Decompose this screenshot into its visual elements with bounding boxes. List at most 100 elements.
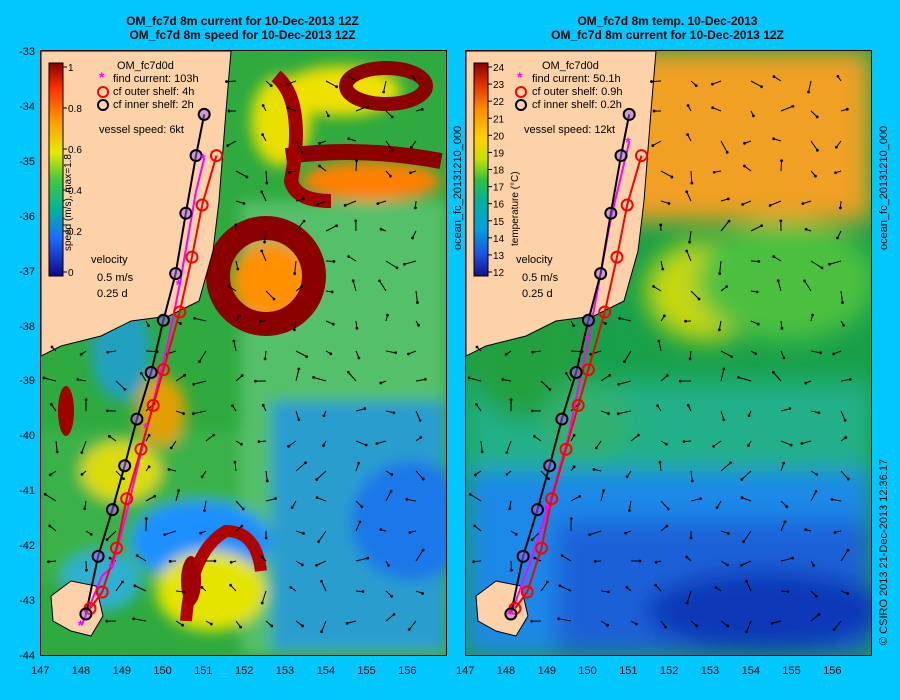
velocity-arrow-head: [332, 259, 336, 263]
left-legend-inner: cf inner shelf: 2h: [113, 99, 194, 111]
velocity-arrow-head: [578, 494, 582, 498]
velocity-arrow: [228, 286, 237, 292]
velocity-arrow: [347, 371, 357, 382]
velocity-arrow: [164, 530, 177, 536]
right-x-tick: 150: [578, 665, 597, 677]
outer-shelf-waypoint: [185, 250, 199, 264]
velocity-arrow-head: [76, 378, 80, 381]
velocity-arrow: [540, 380, 551, 390]
right-map-panel[interactable]: * * * * 24 23 22 21 20 19 18 17 16 15 14 13 12 temperat…: [465, 50, 872, 656]
velocity-arrow: [235, 170, 248, 178]
velocity-arrow: [385, 110, 393, 118]
velocity-arrow-head: [229, 560, 233, 564]
velocity-arrow-head: [623, 360, 626, 363]
velocity-arrow-head: [147, 324, 150, 328]
velocity-arrow-head: [505, 451, 509, 454]
velocity-arrow: [115, 581, 123, 592]
velocity-arrow-head: [240, 442, 243, 446]
right-velocity-title: velocity: [516, 254, 553, 266]
velocity-arrow: [295, 410, 300, 420]
velocity-arrow-head: [547, 477, 550, 481]
velocity-arrow-head: [558, 584, 562, 588]
inner-shelf-waypoint: [197, 107, 211, 121]
right-x-tick: 149: [537, 665, 556, 677]
velocity-arrow-head: [358, 520, 362, 524]
inner-shelf-marker-right: [515, 99, 527, 111]
velocity-arrow-head: [593, 559, 597, 563]
velocity-arrow-head: [261, 133, 264, 137]
velocity-arrow-head: [694, 84, 698, 88]
velocity-arrow: [227, 140, 237, 147]
velocity-arrow-head: [375, 442, 379, 445]
inner-shelf-waypoint: [91, 549, 105, 563]
right-legend-inner: cf inner shelf: 0.2h: [532, 99, 622, 111]
inner-shelf-waypoint: [79, 607, 93, 621]
velocity-arrow-head: [625, 585, 629, 589]
velocity-arrow-head: [815, 594, 818, 598]
velocity-arrow: [769, 200, 782, 206]
velocity-arrow-head: [198, 360, 201, 363]
velocity-arrow-head: [592, 467, 596, 471]
velocity-arrow-head: [135, 554, 139, 558]
y-tick: -34: [19, 100, 35, 113]
velocity-arrow-head: [474, 402, 478, 406]
velocity-arrow-head: [132, 617, 136, 621]
velocity-arrow: [810, 110, 818, 118]
velocity-arrow-head: [745, 579, 748, 583]
southern-eddy-core: [181, 556, 201, 606]
velocity-arrow-head: [472, 560, 475, 564]
velocity-arrow-head: [711, 82, 714, 86]
velocity-arrow-head: [209, 622, 213, 626]
velocity-arrow-head: [686, 403, 690, 407]
left-map-panel[interactable]: * * * * * 1 0.8 0.6 0.4 0.2 0 speed (m/s), max=1.…: [40, 50, 447, 656]
velocity-arrow-head: [105, 538, 109, 541]
velocity-arrow-head: [504, 352, 508, 356]
velocity-arrow: [385, 491, 392, 502]
velocity-arrow: [720, 410, 725, 420]
velocity-arrow-head: [532, 434, 536, 438]
velocity-arrow-head: [357, 461, 361, 465]
velocity-arrow-head: [817, 411, 821, 415]
find-current-waypoint: *: [143, 419, 149, 435]
right-x-tick: 154: [741, 665, 760, 677]
velocity-arrow-head: [300, 563, 304, 567]
velocity-arrow-head: [624, 531, 628, 535]
velocity-arrow-head: [269, 84, 273, 88]
velocity-arrow-head: [505, 472, 509, 476]
velocity-arrow: [810, 614, 820, 622]
find-current-marker: *: [99, 69, 105, 85]
left-map-svg: * * * * * 1 0.8 0.6 0.4 0.2 0 speed (m/s), max=1.…: [41, 51, 446, 655]
velocity-arrow: [355, 408, 365, 412]
velocity-arrow-head: [841, 301, 844, 304]
velocity-arrow-head: [654, 583, 657, 587]
y-tick: -36: [19, 210, 35, 223]
inner-shelf-waypoint: [156, 313, 170, 327]
velocity-arrow-head: [833, 531, 837, 534]
left-legend-find: find current: 103h: [113, 73, 199, 85]
velocity-arrow-head: [665, 374, 669, 377]
velocity-arrow: [288, 440, 297, 447]
velocity-arrow-head: [722, 418, 726, 422]
velocity-arrow: [261, 590, 267, 604]
velocity-arrow-head: [811, 313, 814, 317]
temperature-colorbar-label: temperature (°C): [510, 171, 521, 246]
colorbar-tick-label: 0.8: [68, 104, 82, 115]
velocity-arrow: [651, 80, 662, 83]
left-file-label: ocean_fc_20131210_000: [452, 125, 464, 250]
velocity-arrow-head: [192, 382, 196, 386]
velocity-arrow: [203, 500, 207, 511]
velocity-arrow-head: [685, 190, 689, 194]
velocity-arrow-head: [105, 619, 109, 623]
find-current-waypoint: *: [544, 502, 550, 518]
velocity-arrow-head: [355, 159, 358, 163]
velocity-arrow-head: [711, 106, 715, 110]
velocity-arrow-head: [715, 506, 719, 510]
velocity-arrow-head: [419, 436, 423, 439]
velocity-arrow: [44, 493, 57, 502]
velocity-arrow-head: [315, 496, 319, 500]
velocity-arrow: [780, 105, 794, 112]
velocity-arrow-head: [594, 446, 598, 450]
velocity-arrow-head: [804, 381, 808, 385]
velocity-arrow-head: [182, 412, 185, 415]
velocity-arrow: [136, 555, 147, 562]
